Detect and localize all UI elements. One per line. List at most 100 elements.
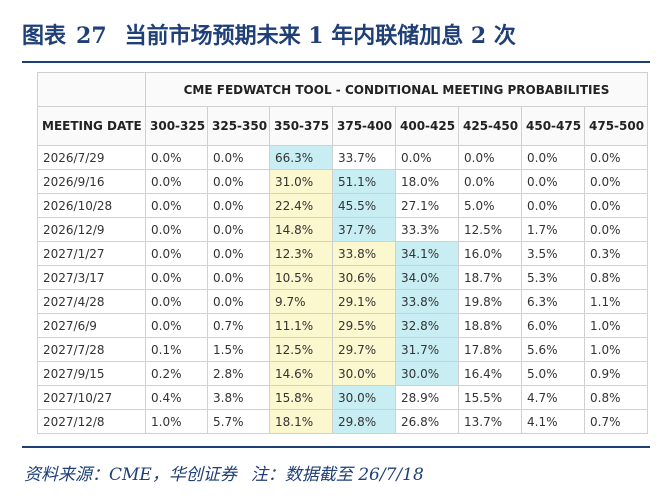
column-header-rate: 425-450 — [458, 106, 522, 146]
probability-cell: 0.0% — [458, 169, 522, 194]
table-row: 2026/7/29 0.0% 0.0% 66.3% 33.7% 0.0% 0.0% 0.0% 0… — [37, 145, 648, 170]
probability-cell: 0.0% — [207, 217, 270, 242]
probability-cell: 34.1% — [395, 241, 459, 266]
probability-cell: 0.7% — [207, 313, 270, 338]
meeting-date-cell: 2026/7/29 — [37, 145, 146, 170]
probability-cell: 29.5% — [332, 313, 396, 338]
probability-cell: 14.6% — [269, 361, 333, 386]
meeting-date-cell: 2027/12/8 — [37, 409, 146, 434]
table-body: 2026/7/29 0.0% 0.0% 66.3% 33.7% 0.0% 0.0% 0.0% 0… — [37, 145, 648, 434]
column-header-rate: 450-475 — [521, 106, 585, 146]
probability-cell: 29.7% — [332, 337, 396, 362]
probability-cell: 0.0% — [145, 265, 208, 290]
meeting-date-cell: 2027/9/15 — [37, 361, 146, 386]
top-divider — [22, 61, 650, 63]
figure-title: 图表 27 当前市场预期未来 1 年内联储加息 2 次 — [22, 18, 516, 50]
probability-cell: 0.0% — [145, 145, 208, 170]
probability-cell: 26.8% — [395, 409, 459, 434]
probability-cell: 0.0% — [458, 145, 522, 170]
table-row: 2026/10/28 0.0% 0.0% 22.4% 45.5% 27.1% 5.0% 0.0… — [37, 193, 648, 218]
table-row: 2026/9/16 0.0% 0.0% 31.0% 51.1% 18.0% 0.0% 0.0%… — [37, 169, 648, 194]
probability-cell: 0.0% — [145, 241, 208, 266]
meeting-date-cell: 2027/1/27 — [37, 241, 146, 266]
probability-cell: 12.5% — [269, 337, 333, 362]
probability-cell: 11.1% — [269, 313, 333, 338]
probability-cell: 18.1% — [269, 409, 333, 434]
probability-cell: 0.9% — [584, 361, 648, 386]
probability-cell: 0.0% — [395, 145, 459, 170]
probability-cell: 0.4% — [145, 385, 208, 410]
meeting-date-cell: 2027/10/27 — [37, 385, 146, 410]
probability-cell: 1.0% — [584, 313, 648, 338]
probability-cell: 1.5% — [207, 337, 270, 362]
probability-cell: 18.8% — [458, 313, 522, 338]
probability-cell: 31.7% — [395, 337, 459, 362]
probability-cell: 0.0% — [521, 145, 585, 170]
column-header-rate: 375-400 — [332, 106, 396, 146]
probability-cell: 30.6% — [332, 265, 396, 290]
probability-cell: 12.5% — [458, 217, 522, 242]
table-row: 2027/1/27 0.0% 0.0% 12.3% 33.8% 34.1% 16.0% 3.5… — [37, 241, 648, 266]
probability-cell: 0.0% — [207, 145, 270, 170]
table-row: 2027/6/9 0.0% 0.7% 11.1% 29.5% 32.8% 18.8% 6.0%… — [37, 313, 648, 338]
probability-cell: 0.0% — [521, 169, 585, 194]
probability-cell: 3.5% — [521, 241, 585, 266]
probability-cell: 30.0% — [332, 361, 396, 386]
probability-cell: 5.3% — [521, 265, 585, 290]
probability-cell: 18.0% — [395, 169, 459, 194]
probability-cell: 33.7% — [332, 145, 396, 170]
probability-cell: 17.8% — [458, 337, 522, 362]
table-row: 2026/12/9 0.0% 0.0% 14.8% 37.7% 33.3% 12.5% 1.7… — [37, 217, 648, 242]
column-header-rate: 325-350 — [207, 106, 270, 146]
probability-cell: 0.0% — [584, 193, 648, 218]
probability-cell: 0.0% — [145, 217, 208, 242]
meeting-date-cell: 2026/10/28 — [37, 193, 146, 218]
probability-cell: 0.0% — [584, 145, 648, 170]
probability-cell: 0.0% — [207, 289, 270, 314]
probability-cell: 15.5% — [458, 385, 522, 410]
probability-cell: 0.0% — [145, 169, 208, 194]
probability-cell: 4.7% — [521, 385, 585, 410]
column-header-rate: 350-375 — [269, 106, 333, 146]
probability-cell: 5.6% — [521, 337, 585, 362]
probability-cell: 0.0% — [145, 289, 208, 314]
probability-cell: 5.0% — [521, 361, 585, 386]
probability-cell: 1.1% — [584, 289, 648, 314]
probability-cell: 0.8% — [584, 265, 648, 290]
probability-cell: 0.0% — [207, 265, 270, 290]
table-row: 2027/7/28 0.1% 1.5% 12.5% 29.7% 31.7% 17.8% 5.6… — [37, 337, 648, 362]
column-header-rate: 400-425 — [395, 106, 459, 146]
table-row: 2027/10/27 0.4% 3.8% 15.8% 30.0% 28.9% 15.5% 4.… — [37, 385, 648, 410]
probability-cell: 18.7% — [458, 265, 522, 290]
probability-cell: 0.2% — [145, 361, 208, 386]
probability-cell: 19.8% — [458, 289, 522, 314]
probability-cell: 33.8% — [395, 289, 459, 314]
probability-cell: 37.7% — [332, 217, 396, 242]
table-row: 2027/4/28 0.0% 0.0% 9.7% 29.1% 33.8% 19.8% 6.3%… — [37, 289, 648, 314]
probability-cell: 0.0% — [584, 217, 648, 242]
probability-cell: 0.0% — [207, 169, 270, 194]
probability-cell: 29.8% — [332, 409, 396, 434]
probability-cell: 66.3% — [269, 145, 333, 170]
column-header-rate: 300-325 — [145, 106, 208, 146]
table-corner — [37, 72, 146, 107]
probability-cell: 45.5% — [332, 193, 396, 218]
table-row: 2027/12/8 1.0% 5.7% 18.1% 29.8% 26.8% 13.7% 4.1… — [37, 409, 648, 434]
meeting-date-cell: 2026/9/16 — [37, 169, 146, 194]
probability-cell: 0.1% — [145, 337, 208, 362]
probability-cell: 2.8% — [207, 361, 270, 386]
meeting-date-cell: 2026/12/9 — [37, 217, 146, 242]
probability-cell: 27.1% — [395, 193, 459, 218]
probability-cell: 0.0% — [521, 193, 585, 218]
probability-cell: 12.3% — [269, 241, 333, 266]
probability-cell: 1.0% — [145, 409, 208, 434]
probability-cell: 13.7% — [458, 409, 522, 434]
figure-number: 27 — [76, 23, 107, 49]
probability-cell: 9.7% — [269, 289, 333, 314]
probability-cell: 0.8% — [584, 385, 648, 410]
probability-cell: 22.4% — [269, 193, 333, 218]
probability-cell: 34.0% — [395, 265, 459, 290]
probability-cell: 1.0% — [584, 337, 648, 362]
probability-cell: 0.7% — [584, 409, 648, 434]
probability-cell: 16.0% — [458, 241, 522, 266]
